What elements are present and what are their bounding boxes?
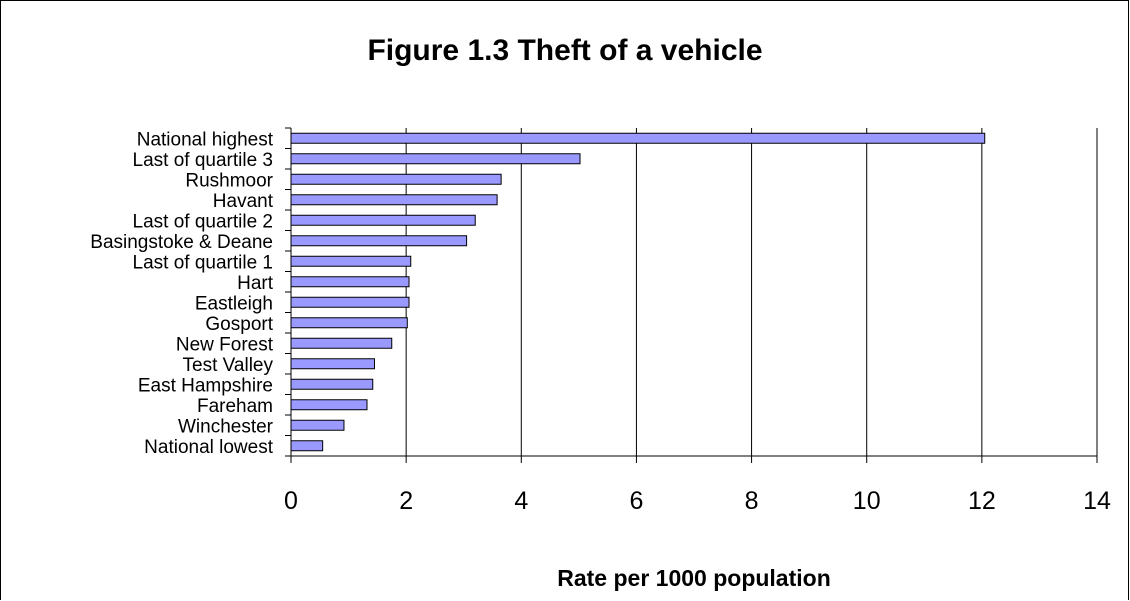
category-label: Gosport [205,314,273,335]
x-axis-label: Rate per 1000 population [557,565,831,591]
x-tick-label: 10 [853,487,881,515]
x-tick-label: 12 [968,487,996,515]
x-tick-label: 4 [514,487,528,515]
bar [290,214,476,226]
category-label: Hart [237,273,274,294]
category-label: National highest [137,129,274,150]
category-label: Last of quartile 2 [133,211,273,232]
bar [290,358,375,370]
bar [290,440,324,452]
bar [290,419,345,431]
bar [290,296,410,308]
category-label: National lowest [144,437,274,458]
bar [290,235,468,247]
category-label: New Forest [176,334,274,355]
bar [290,132,986,144]
category-label: Fareham [197,396,273,417]
x-tick-label: 0 [284,487,298,515]
category-label: Last of quartile 1 [133,252,273,273]
category-label: East Hampshire [138,375,273,396]
category-label: Basingstoke & Deane [90,232,273,253]
category-label: Rushmoor [185,170,273,191]
bar [290,317,408,329]
bar [290,276,410,288]
bar [290,255,412,267]
category-label: Eastleigh [195,293,273,314]
bar [290,378,374,390]
bar [290,194,498,206]
x-tick-label: 14 [1083,487,1111,515]
x-tick-label: 2 [399,487,413,515]
bar [290,153,581,165]
category-label: Last of quartile 3 [133,150,273,171]
chart-title: Figure 1.3 Theft of a vehicle [367,34,763,67]
bar [290,337,393,349]
category-label: Winchester [178,416,274,437]
x-tick-label: 6 [629,487,643,515]
bar [290,173,502,185]
category-label: Havant [213,191,274,212]
category-label: Test Valley [183,355,274,376]
x-tick-label: 8 [745,487,759,515]
bar [290,399,368,411]
